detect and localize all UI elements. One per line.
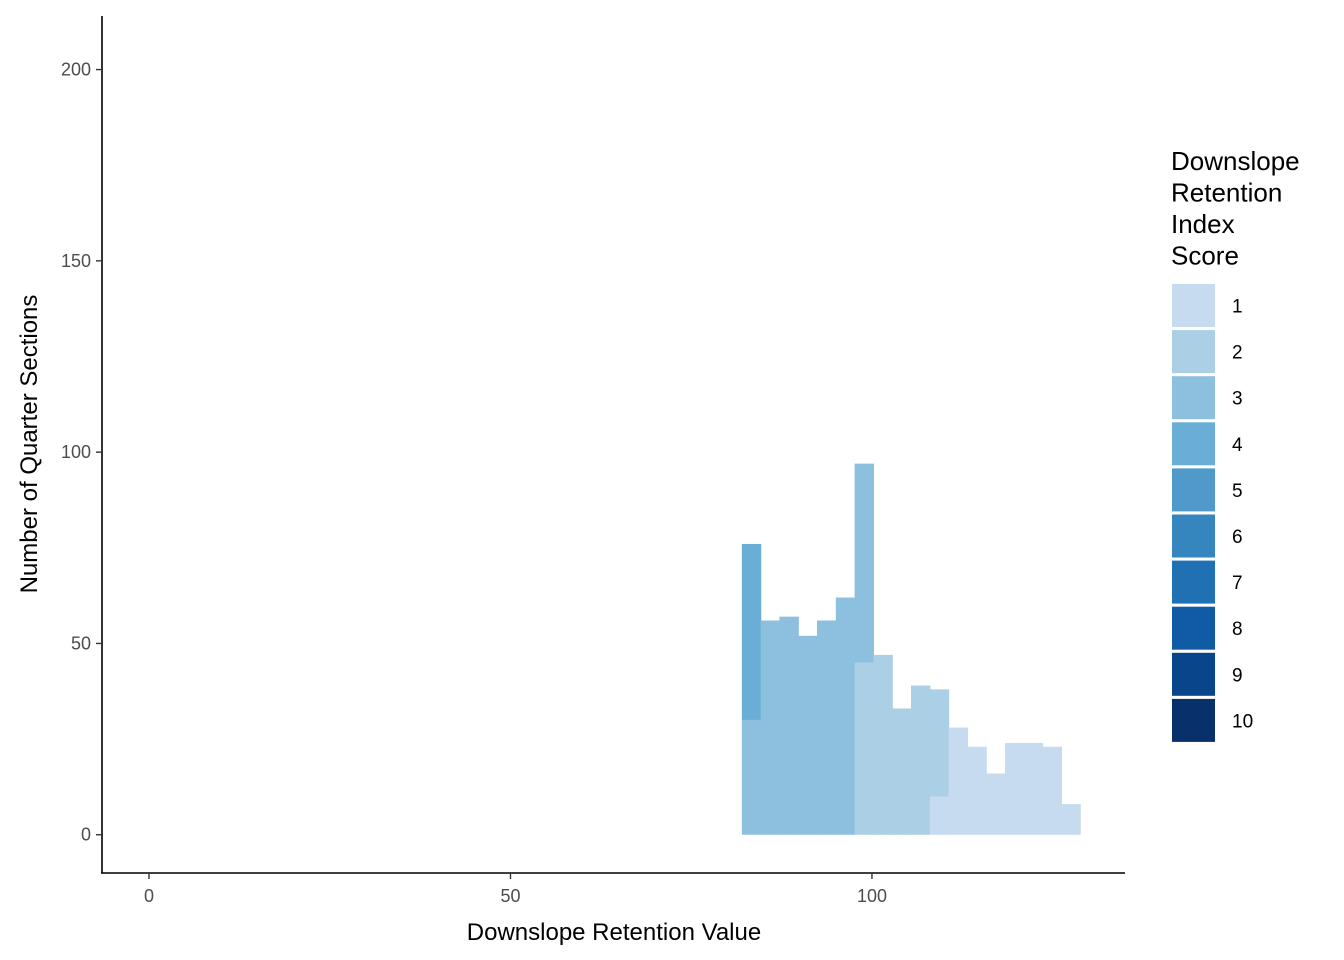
legend-key-9 <box>1172 652 1215 696</box>
bar-score-1-bin-43 <box>948 727 968 835</box>
legend-label-7: 7 <box>1232 573 1243 594</box>
x-axis-title: Downslope Retention Value <box>467 919 761 946</box>
x-tick-label: 100 <box>857 886 887 906</box>
legend-key-8 <box>1172 606 1215 650</box>
legend-label-9: 9 <box>1232 665 1243 686</box>
bar-score-3-bin-32 <box>741 719 762 835</box>
legend-key-10 <box>1172 698 1215 742</box>
legend-key-6 <box>1172 514 1215 558</box>
bar-score-3-bin-33 <box>760 620 781 835</box>
y-tick-label: 100 <box>61 442 91 462</box>
legend-key-7 <box>1172 560 1215 604</box>
bar-score-1-bin-44 <box>967 746 987 835</box>
y-axis-title: Number of Quarter Sections <box>16 295 43 594</box>
bar-score-3-bin-35 <box>798 635 818 835</box>
legend-title-line: Score <box>1171 241 1239 271</box>
legend-title-line: Index <box>1171 209 1235 239</box>
histogram-bars <box>741 463 1081 835</box>
axes <box>101 16 1125 874</box>
legend-title-line: Retention <box>1171 178 1282 208</box>
legend-label-8: 8 <box>1232 619 1243 640</box>
legend-title-line: Downslope <box>1171 146 1300 176</box>
bar-score-1-bin-47 <box>1023 742 1044 835</box>
legend-label-3: 3 <box>1232 389 1243 410</box>
y-tick-label: 50 <box>71 633 91 653</box>
x-axis-ticks: 0 50 100 <box>144 873 887 906</box>
bar-score-2-bin-38 <box>854 662 875 835</box>
x-tick-label: 0 <box>144 886 154 906</box>
bar-score-1-bin-45 <box>986 773 1006 835</box>
y-tick-label: 150 <box>61 251 91 271</box>
bar-score-1-bin-48 <box>1042 746 1062 835</box>
bar-score-2-bin-41 <box>911 685 931 835</box>
bar-score-3-bin-36 <box>817 620 837 835</box>
bar-score-1-bin-46 <box>1004 742 1025 835</box>
bar-score-2-bin-42 <box>929 689 950 797</box>
bar-score-3-bin-37 <box>835 597 856 835</box>
legend-key-3 <box>1172 376 1215 420</box>
legend-key-4 <box>1172 422 1215 466</box>
legend-label-4: 4 <box>1232 435 1243 456</box>
x-tick-label: 50 <box>500 886 520 906</box>
legend-label-2: 2 <box>1232 343 1243 364</box>
legend-label-1: 1 <box>1232 297 1243 318</box>
legend-key-2 <box>1172 330 1215 374</box>
bar-score-4-bin-32 <box>741 543 762 720</box>
legend-key-1 <box>1172 284 1215 327</box>
bar-score-3-bin-34 <box>779 616 799 835</box>
y-tick-label: 0 <box>81 825 91 845</box>
y-axis-ticks: 0 50 100 150 200 <box>61 60 102 845</box>
legend-label-10: 10 <box>1232 711 1253 732</box>
bar-score-1-bin-42 <box>929 796 950 835</box>
legend-label-6: 6 <box>1232 527 1243 548</box>
bar-score-3-bin-38 <box>854 463 875 663</box>
y-tick-label: 200 <box>61 60 91 80</box>
bar-score-2-bin-39 <box>873 654 893 835</box>
legend-key-5 <box>1172 468 1215 512</box>
bar-score-1-bin-49 <box>1061 804 1081 835</box>
bar-score-2-bin-40 <box>892 708 912 835</box>
legend-label-5: 5 <box>1232 481 1243 502</box>
